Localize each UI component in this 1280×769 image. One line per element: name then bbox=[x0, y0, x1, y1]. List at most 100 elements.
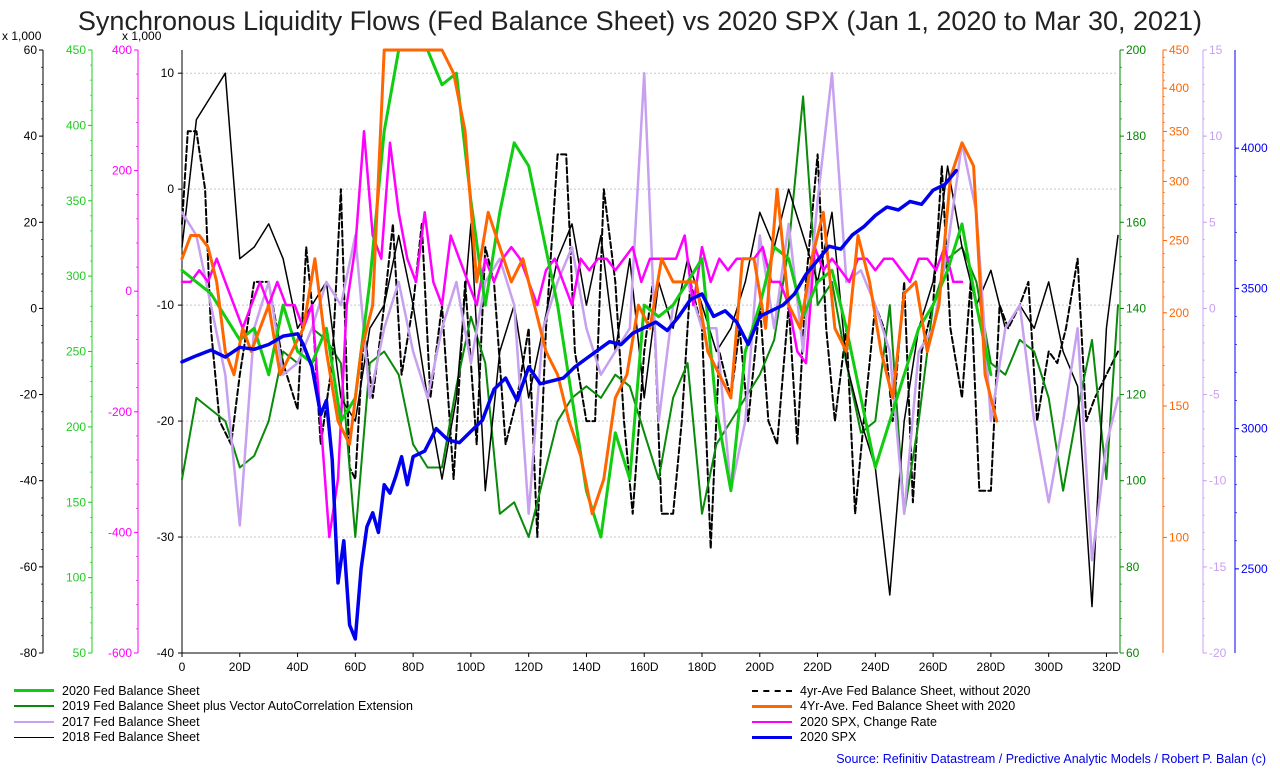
right_orange-tick-label: 300 bbox=[1169, 174, 1189, 188]
right_blue-tick-label: 3500 bbox=[1241, 281, 1268, 295]
right_lavender-tick-label: -20 bbox=[1209, 646, 1227, 660]
legend-item: 2020 SPX, Change Rate bbox=[752, 714, 1030, 730]
right_blue-tick-label: 4000 bbox=[1241, 141, 1268, 155]
x-tick-label: 160D bbox=[630, 660, 659, 674]
legend-label: 4Yr-Ave. Fed Balance Sheet with 2020 bbox=[800, 699, 1016, 714]
inner-left-tick-label: -30 bbox=[157, 530, 175, 544]
series-line-6 bbox=[180, 129, 964, 539]
right_orange-tick-label: 450 bbox=[1169, 43, 1189, 57]
right_orange-tick-label: 350 bbox=[1169, 124, 1189, 138]
right_lavender-tick-label: 0 bbox=[1209, 301, 1216, 315]
inner-left-tick-label: -40 bbox=[157, 646, 175, 660]
series-group bbox=[180, 48, 1120, 641]
right_lavender-tick-label: 15 bbox=[1209, 43, 1223, 57]
left_green-tick-label: 150 bbox=[66, 495, 86, 509]
chart-title: Synchronous Liquidity Flows (Fed Balance… bbox=[78, 6, 1202, 36]
left_black-tick-label: 20 bbox=[24, 215, 38, 229]
series-line-7 bbox=[180, 168, 958, 641]
left_magenta-tick-label: 200 bbox=[112, 164, 132, 178]
series-line-5 bbox=[180, 48, 999, 516]
x-tick-label: 80D bbox=[402, 660, 424, 674]
left_magenta-tick-label: -200 bbox=[108, 405, 132, 419]
left_black-tick-label: 40 bbox=[24, 129, 38, 143]
left_green-tick-label: 400 bbox=[66, 118, 86, 132]
right_orange-tick-label: 200 bbox=[1169, 306, 1189, 320]
grid bbox=[182, 72, 1118, 654]
x-tick-label: 300D bbox=[1034, 660, 1063, 674]
right_lavender-tick-label: 5 bbox=[1209, 215, 1216, 229]
right_orange-tick-label: 100 bbox=[1169, 530, 1189, 544]
legend-item: 4yr-Ave Fed Balance Sheet, without 2020 bbox=[752, 683, 1030, 699]
series-line-1 bbox=[181, 95, 1119, 538]
right_darkgreen-tick-label: 180 bbox=[1126, 129, 1146, 143]
right_blue-tick-label: 3000 bbox=[1241, 422, 1268, 436]
legend-swatch bbox=[752, 704, 792, 708]
right_lavender-tick-label: 10 bbox=[1209, 129, 1223, 143]
series-line-3 bbox=[181, 72, 1119, 608]
right_orange-tick-label: 250 bbox=[1169, 233, 1189, 247]
left_black-tick-label: 60 bbox=[24, 43, 38, 57]
left_magenta-tick-label: 0 bbox=[125, 284, 132, 298]
legend-item: 2020 Fed Balance Sheet bbox=[14, 683, 413, 699]
x-tick-label: 220D bbox=[803, 660, 832, 674]
axes: 0 20D 40D 60D 80D 100D 120D 140D 160D 180D 200D 220… bbox=[2, 29, 1268, 674]
legend-swatch bbox=[752, 720, 792, 723]
right_darkgreen-tick-label: 100 bbox=[1126, 474, 1146, 488]
x-tick-label: 40D bbox=[287, 660, 309, 674]
right_lavender-tick-label: -15 bbox=[1209, 560, 1227, 574]
left_black-tick-label: -60 bbox=[20, 560, 38, 574]
legend-swatch bbox=[752, 689, 792, 692]
legend-right: 4yr-Ave Fed Balance Sheet, without 2020 4… bbox=[752, 683, 1030, 745]
x-tick-label: 0 bbox=[179, 660, 186, 674]
x-tick-label: 120D bbox=[514, 660, 543, 674]
left_green-tick-label: 350 bbox=[66, 194, 86, 208]
legend-label: 2019 Fed Balance Sheet plus Vector AutoC… bbox=[62, 699, 413, 714]
legend-label: 2020 Fed Balance Sheet bbox=[62, 683, 200, 698]
left_green-tick-label: 100 bbox=[66, 571, 86, 585]
inner-left-unit-label: x 1,000 bbox=[122, 29, 162, 43]
right_lavender-tick-label: -10 bbox=[1209, 474, 1227, 488]
left_green-tick-label: 50 bbox=[73, 646, 87, 660]
x-tick-label: 100D bbox=[457, 660, 486, 674]
right_darkgreen-tick-label: 80 bbox=[1126, 560, 1140, 574]
legend-swatch bbox=[752, 735, 792, 739]
legend-item: 2017 Fed Balance Sheet bbox=[14, 714, 413, 730]
legend-label: 2020 SPX bbox=[800, 730, 857, 745]
legend-item: 2018 Fed Balance Sheet bbox=[14, 730, 413, 746]
x-tick-label: 180D bbox=[688, 660, 717, 674]
left_magenta-tick-label: 400 bbox=[112, 43, 132, 57]
x-tick-label: 240D bbox=[861, 660, 890, 674]
legend-left: 2020 Fed Balance Sheet 2019 Fed Balance S… bbox=[14, 683, 413, 745]
left_black-tick-label: -40 bbox=[20, 474, 38, 488]
inner-left-tick-label: -20 bbox=[157, 414, 175, 428]
left_magenta-tick-label: -600 bbox=[108, 646, 132, 660]
legend-item: 2019 Fed Balance Sheet plus Vector AutoC… bbox=[14, 699, 413, 715]
x-tick-label: 260D bbox=[919, 660, 948, 674]
right_darkgreen-tick-label: 200 bbox=[1126, 43, 1146, 57]
right_blue-tick-label: 2500 bbox=[1241, 562, 1268, 576]
inner-left-tick-label: -10 bbox=[157, 298, 175, 312]
x-tick-label: 140D bbox=[572, 660, 601, 674]
legend-item: 2020 SPX bbox=[752, 730, 1030, 746]
legend-swatch bbox=[14, 720, 54, 723]
x-tick-label: 60D bbox=[344, 660, 366, 674]
left_green-tick-label: 300 bbox=[66, 269, 86, 283]
legend-swatch bbox=[14, 705, 54, 708]
left_green-tick-label: 200 bbox=[66, 420, 86, 434]
x-tick-label: 200D bbox=[745, 660, 774, 674]
x-tick-label: 320D bbox=[1092, 660, 1121, 674]
inner-left-tick-label: 10 bbox=[161, 66, 175, 80]
right_orange-tick-label: 150 bbox=[1169, 399, 1189, 413]
left_black-tick-label: 0 bbox=[30, 301, 37, 315]
legend-label: 2017 Fed Balance Sheet bbox=[62, 714, 200, 729]
source-note: Source: Refinitiv Datastream / Predictiv… bbox=[836, 752, 1266, 766]
legend-label: 2018 Fed Balance Sheet bbox=[62, 730, 200, 745]
left_green-tick-label: 450 bbox=[66, 43, 86, 57]
legend-label: 4yr-Ave Fed Balance Sheet, without 2020 bbox=[800, 683, 1031, 698]
left_black-tick-label: -20 bbox=[20, 388, 38, 402]
left_green-tick-label: 250 bbox=[66, 345, 86, 359]
left_magenta-tick-label: -400 bbox=[108, 525, 132, 539]
x-tick-label: 20D bbox=[229, 660, 251, 674]
left-black-unit-label: x 1,000 bbox=[2, 29, 42, 43]
